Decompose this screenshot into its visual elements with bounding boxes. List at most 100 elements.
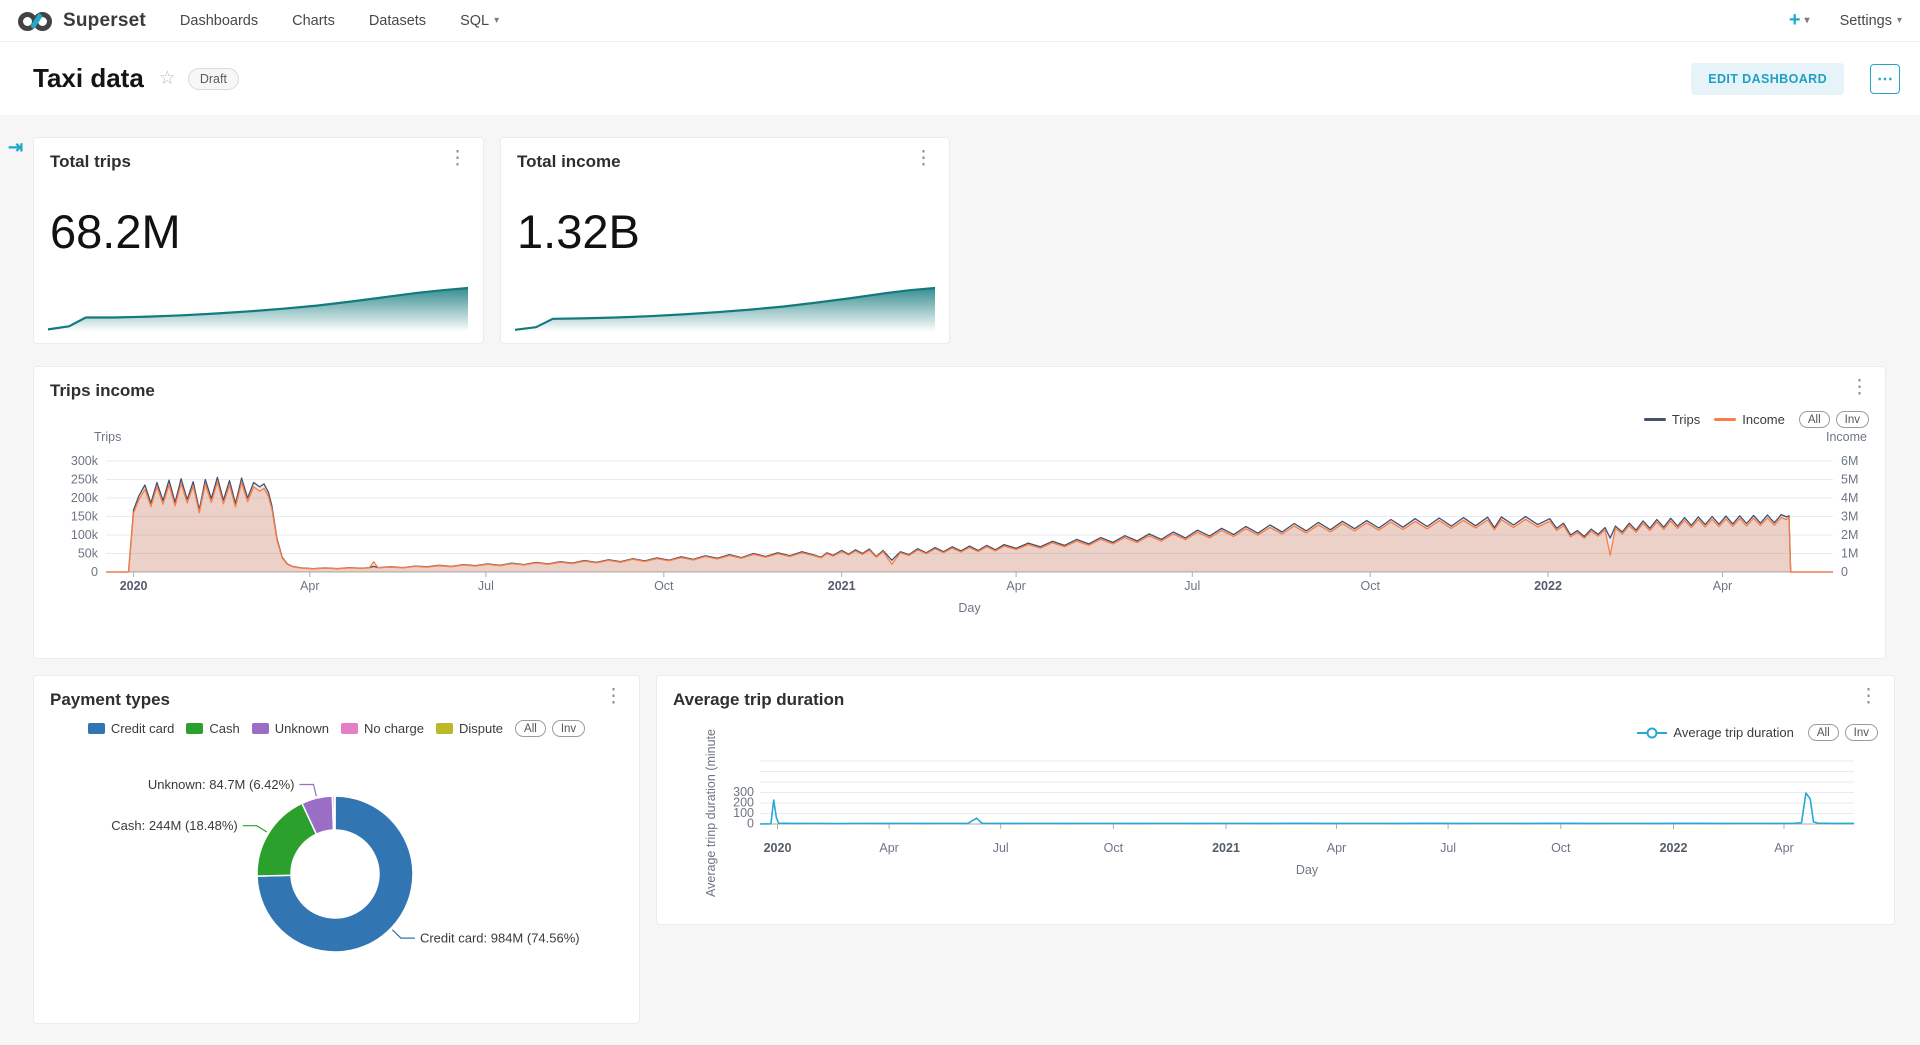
nav-item-label: Datasets (368, 12, 427, 29)
expand-filters-icon[interactable]: ⇥ (8, 137, 24, 157)
legend-pill-inv[interactable]: Inv (1844, 724, 1878, 741)
more-icon: ⋯ (1877, 70, 1893, 88)
svg-text:2022: 2022 (1534, 579, 1562, 593)
nav-item-dashboards[interactable]: Dashboards (180, 13, 258, 29)
superset-brand[interactable]: Superset (18, 10, 146, 32)
superset-logo-icon (18, 10, 55, 32)
legend-item[interactable]: Unknown (251, 721, 329, 736)
svg-text:Income: Income (1826, 430, 1867, 444)
legend-pill-inv[interactable]: Inv (1835, 411, 1869, 428)
dashboard-canvas: ⇥ Total trips ⋮ 68.2M Total income ⋮ 1.3… (0, 115, 1920, 1045)
legend-item[interactable]: Income (1714, 412, 1785, 427)
svg-text:Credit card: 984M (74.56%): Credit card: 984M (74.56%) (420, 931, 580, 946)
legend-swatch (251, 723, 269, 734)
legend-pill-all[interactable]: All (515, 720, 546, 737)
legend-swatch (1714, 418, 1737, 421)
caret-down-icon: ▾ (1804, 15, 1810, 26)
legend-pill-inv[interactable]: Inv (551, 720, 586, 737)
legend-label: Income (1742, 412, 1785, 427)
payment-types-legend: Credit card Cash Unknown No charge Dispute Al… (34, 720, 639, 737)
svg-text:Apr: Apr (1006, 579, 1025, 593)
legend-item[interactable]: Credit card (87, 721, 174, 736)
panel-menu-button[interactable]: ⋮ (1859, 686, 1878, 707)
svg-text:250k: 250k (71, 473, 99, 487)
svg-text:Apr: Apr (1327, 841, 1346, 855)
legend-label: Average trip duration (1673, 725, 1794, 740)
nav-item-sql[interactable]: SQL ▾ (460, 13, 499, 29)
svg-text:Oct: Oct (1104, 841, 1124, 855)
legend-item[interactable]: No charge (340, 721, 424, 736)
trips-income-panel: Trips income ⋮ Trips Income All Inv 0 0 50k 1M… (33, 366, 1886, 659)
legend-item[interactable]: Cash (186, 721, 240, 736)
edit-dashboard-button[interactable]: EDIT DASHBOARD (1691, 62, 1844, 95)
total-income-card: Total income ⋮ 1.32B (500, 137, 950, 344)
trips-income-legend: Trips Income All Inv (1643, 411, 1869, 428)
panel-menu-button[interactable]: ⋮ (1850, 377, 1869, 398)
legend-item[interactable]: Average trip duration (1637, 725, 1794, 740)
dashboard-header: Taxi data ☆ Draft EDIT DASHBOARD ⋯ (0, 42, 1920, 115)
legend-label: Unknown (274, 721, 329, 736)
svg-text:Apr: Apr (1774, 841, 1793, 855)
more-options-button[interactable]: ⋯ (1870, 63, 1900, 94)
header-actions: EDIT DASHBOARD ⋯ (1691, 62, 1900, 95)
svg-text:2M: 2M (1841, 528, 1858, 542)
nav-item-charts[interactable]: Charts (292, 13, 335, 29)
nav-item-datasets[interactable]: Datasets (369, 13, 426, 29)
trips-income-chart[interactable]: 0 0 50k 1M 100k 2M 150k 3M 200k 4M 250k 5M 300k 6M 202… (34, 429, 1887, 655)
legend-swatch (87, 723, 105, 734)
legend-swatch (1643, 418, 1666, 421)
big-number-value: 68.2M (50, 205, 181, 258)
legend-pill-all[interactable]: All (1807, 724, 1839, 741)
svg-text:Oct: Oct (1360, 579, 1380, 593)
svg-text:2021: 2021 (828, 579, 856, 593)
panel-menu-button[interactable]: ⋮ (448, 148, 467, 169)
big-number-value: 1.32B (517, 205, 640, 258)
svg-text:0: 0 (91, 565, 98, 579)
panel-menu-button[interactable]: ⋮ (604, 686, 623, 707)
panel-menu-button[interactable]: ⋮ (914, 148, 933, 169)
svg-text:Oct: Oct (1551, 841, 1571, 855)
legend-item[interactable]: Trips (1643, 412, 1701, 427)
legend-selector-pills: All Inv (1798, 411, 1869, 428)
legend-label: Trips (1671, 412, 1701, 427)
svg-text:Apr: Apr (300, 579, 319, 593)
payment-types-chart[interactable]: Credit card: 984M (74.56%) Cash: 244M (18… (34, 756, 641, 1020)
total-income-sparkline (515, 286, 935, 334)
plus-icon: + (1788, 9, 1801, 31)
legend-item[interactable]: Dispute (435, 721, 503, 736)
svg-text:Apr: Apr (879, 841, 898, 855)
svg-text:200k: 200k (71, 491, 99, 505)
nav-item-label: Charts (292, 12, 335, 29)
svg-text:100: 100 (733, 806, 754, 820)
legend-selector-pills: All Inv (515, 720, 586, 737)
nav-items: Dashboards Charts Datasets SQL ▾ (180, 13, 499, 29)
svg-text:Day: Day (958, 601, 981, 615)
card-title: Total trips (50, 152, 131, 171)
caret-down-icon: ▾ (494, 15, 500, 26)
top-navigation: Superset Dashboards Charts Datasets SQL ▾ + … (0, 0, 1920, 42)
svg-text:Unknown: 84.7M (6.42%): Unknown: 84.7M (6.42%) (148, 777, 295, 792)
svg-text:150k: 150k (71, 510, 99, 524)
chart-title: Trips income (50, 381, 155, 400)
star-icon[interactable]: ☆ (158, 68, 176, 89)
svg-text:2021: 2021 (1212, 841, 1240, 855)
svg-text:Jul: Jul (1184, 579, 1200, 593)
new-item-button[interactable]: + ▾ (1789, 9, 1810, 32)
settings-label: Settings (1839, 12, 1892, 29)
legend-pill-all[interactable]: All (1798, 411, 1830, 428)
svg-text:3M: 3M (1841, 510, 1858, 524)
svg-text:50k: 50k (78, 547, 99, 561)
chart-title: Average trip duration (673, 690, 845, 709)
svg-text:4M: 4M (1841, 491, 1858, 505)
donut-slice-credit-card[interactable] (256, 795, 414, 953)
svg-text:Jul: Jul (1440, 841, 1456, 855)
settings-menu[interactable]: Settings ▾ (1840, 13, 1902, 29)
legend-label: Cash (209, 721, 240, 736)
svg-text:Average trinp duration (minute: Average trinp duration (minute (704, 729, 718, 897)
total-trips-card: Total trips ⋮ 68.2M (33, 137, 484, 344)
svg-text:Jul: Jul (993, 841, 1009, 855)
svg-text:Trips: Trips (94, 430, 121, 444)
svg-text:Day: Day (1296, 863, 1319, 877)
nav-item-label: SQL (460, 12, 490, 29)
